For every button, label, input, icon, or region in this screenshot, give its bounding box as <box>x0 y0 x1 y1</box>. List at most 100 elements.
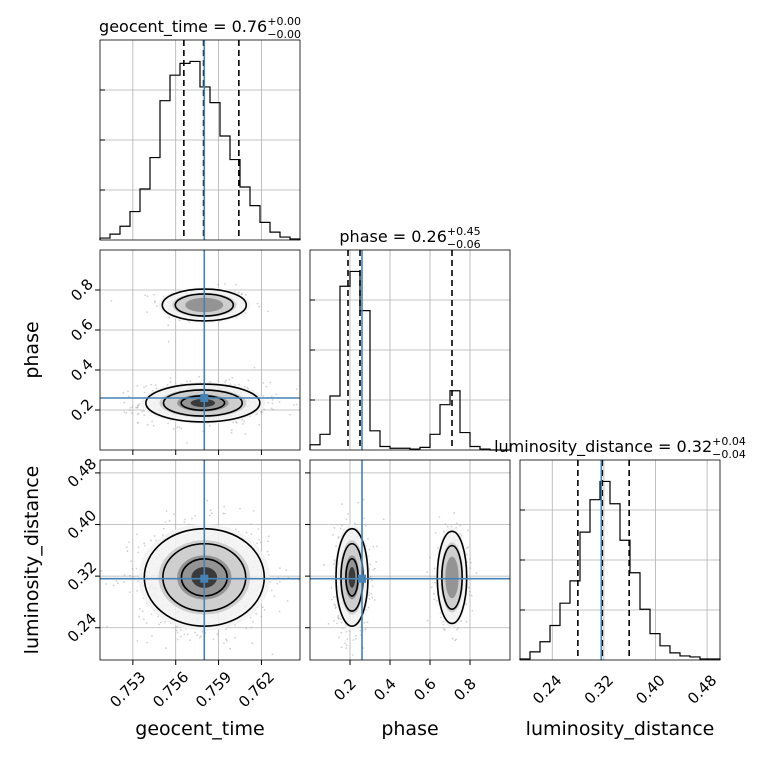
sample-point <box>270 407 273 410</box>
sample-point <box>285 569 288 572</box>
panel-contents <box>310 460 510 660</box>
sample-point <box>208 514 211 517</box>
sample-point <box>100 570 103 572</box>
truth-marker <box>358 574 366 583</box>
sample-point <box>223 505 226 508</box>
sample-point <box>238 291 240 294</box>
hist-panel-luminosity_distance: luminosity_distance = 0.32+0.04−0.04 <box>494 435 746 661</box>
sample-point <box>333 603 335 606</box>
sample-point <box>442 628 445 630</box>
sample-point <box>183 521 186 523</box>
sample-point <box>468 594 471 596</box>
sample-point <box>150 383 153 386</box>
sample-point <box>234 636 237 639</box>
sample-point <box>167 324 170 327</box>
sample-point <box>146 311 149 314</box>
sample-point <box>346 638 349 640</box>
sample-point <box>261 411 264 414</box>
sample-point <box>176 638 179 641</box>
sample-point <box>336 622 338 625</box>
panel-frame <box>99 459 301 661</box>
sample-point <box>198 375 201 378</box>
sample-point <box>456 628 458 631</box>
sample-point <box>426 571 429 573</box>
sample-point <box>225 379 228 382</box>
sample-point <box>250 626 253 629</box>
sample-point <box>230 429 233 432</box>
sample-point <box>136 590 139 592</box>
sample-point <box>337 614 340 617</box>
sample-point <box>333 559 336 561</box>
panel-title-phase: phase = 0.26+0.45 <box>339 225 480 246</box>
sample-point <box>327 622 330 625</box>
sample-point <box>428 556 431 559</box>
contour-line <box>162 389 244 417</box>
sample-point <box>206 499 209 502</box>
histogram-luminosity_distance <box>519 480 721 660</box>
sample-point <box>333 620 335 622</box>
xtick-label-luminosity_distance: 0.48 <box>684 671 720 707</box>
panel-title-luminosity_distance: luminosity_distance = 0.32+0.04 <box>494 435 746 457</box>
sample-point <box>369 563 372 566</box>
sample-point <box>141 410 143 413</box>
sample-point <box>180 427 183 430</box>
sample-point <box>234 283 237 286</box>
sample-point <box>269 381 272 384</box>
sample-point <box>186 442 188 444</box>
sample-point <box>136 640 139 642</box>
sample-point <box>238 383 241 386</box>
sample-point <box>271 402 274 405</box>
sample-point <box>154 300 156 302</box>
sample-point <box>234 528 237 531</box>
sample-point <box>334 604 337 607</box>
sample-point <box>135 406 137 409</box>
sample-point <box>167 422 170 425</box>
sample-point <box>362 498 365 501</box>
sample-point <box>330 598 333 601</box>
sample-point <box>332 596 335 599</box>
title-main: geocent_time = 0.76 <box>99 17 267 37</box>
sample-point <box>125 412 128 414</box>
sample-point <box>143 386 145 389</box>
sample-point <box>295 403 298 406</box>
ytick-label-phase: 0.4 <box>67 355 97 385</box>
sample-point <box>251 642 254 645</box>
sample-point <box>143 542 146 545</box>
sample-point <box>194 515 197 517</box>
title-plus: +0.45 <box>447 225 481 238</box>
sample-point <box>155 387 158 389</box>
sample-point <box>250 533 253 535</box>
sample-point <box>258 539 260 541</box>
sample-point <box>263 609 266 611</box>
sample-point <box>241 423 244 425</box>
sample-point <box>347 513 349 515</box>
sample-point <box>151 420 154 423</box>
sample-point <box>250 523 252 526</box>
sample-point <box>168 520 171 522</box>
sample-point <box>270 395 273 398</box>
sample-point <box>433 598 436 601</box>
sample-point <box>433 567 436 570</box>
sample-point <box>152 424 155 427</box>
sample-point <box>337 537 340 539</box>
sample-point <box>337 617 340 619</box>
sample-point <box>468 586 470 589</box>
sample-point <box>228 378 231 381</box>
xtick-label-geocent_time: 0.756 <box>149 668 192 711</box>
sample-point <box>260 615 263 618</box>
sample-point <box>244 293 247 296</box>
sample-point <box>137 404 139 407</box>
sample-point <box>362 647 365 649</box>
sample-point <box>475 572 478 574</box>
sample-point <box>465 620 468 623</box>
sample-point <box>364 628 367 631</box>
sample-point <box>239 507 241 510</box>
sample-point <box>434 532 437 534</box>
truth-marker <box>200 394 209 402</box>
ytick-label-phase: 0.2 <box>67 395 97 425</box>
sample-point <box>176 631 179 634</box>
sample-point <box>268 554 270 556</box>
sample-point <box>224 512 226 515</box>
sample-point <box>128 591 131 594</box>
